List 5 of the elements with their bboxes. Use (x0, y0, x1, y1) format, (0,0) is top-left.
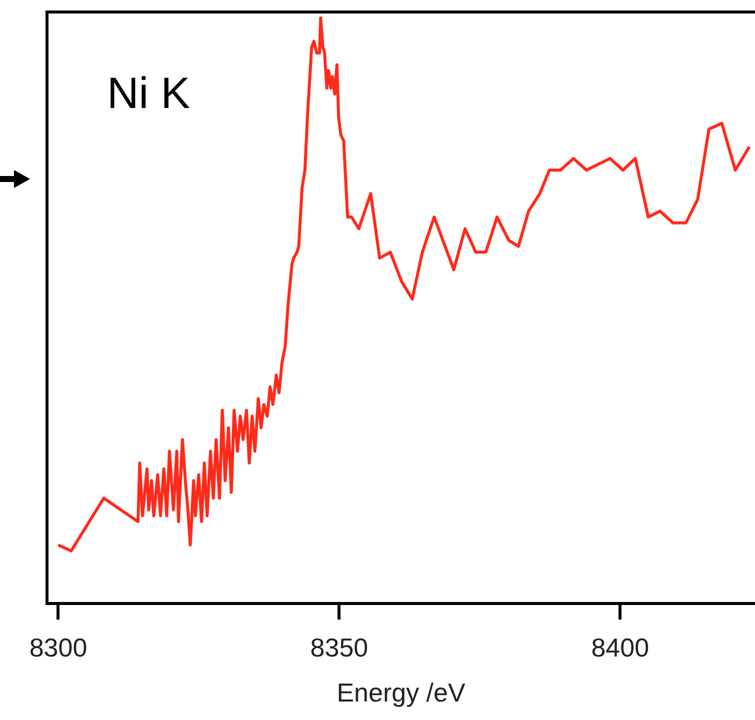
annotation: Ni K (107, 69, 190, 118)
x-tick-label: 8400 (591, 632, 650, 662)
x-tick-label: 8350 (310, 632, 368, 662)
x-axis-title: Energy /eV (336, 678, 466, 708)
x-tick-label: 8300 (29, 632, 88, 662)
